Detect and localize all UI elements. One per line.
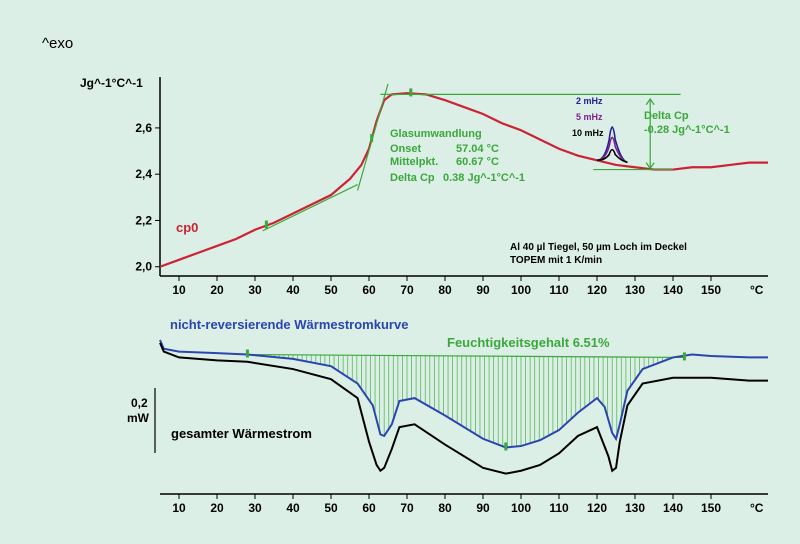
bottom-x-tick-label: 40 <box>286 501 300 515</box>
bottom-x-tick-label: 20 <box>210 501 224 515</box>
top-x-tick-label: 40 <box>286 283 300 297</box>
top-x-ticks: 10 20 30 40 50 60 70 80 90 100 110 120 130 140 150 <box>172 276 721 297</box>
tangent-glassy <box>262 184 358 232</box>
top-x-tick-label: 50 <box>324 283 338 297</box>
measurement-info: Al 40 µl Tiegel, 50 µm Loch im Deckel TO… <box>510 242 687 266</box>
bottom-x-tick-label: 30 <box>248 501 262 515</box>
bottom-x-tick-label: 110 <box>549 501 569 515</box>
analysis-marker <box>682 352 686 361</box>
arrow-head-down <box>645 162 655 170</box>
top-y-tick-label: 2,0 <box>135 260 152 274</box>
bottom-x-tick-label: 60 <box>362 501 376 515</box>
top-x-tick-label: 80 <box>438 283 452 297</box>
bottom-series-group <box>159 339 768 475</box>
modulation-peaks <box>596 126 628 164</box>
bottom-x-tick-label: 10 <box>172 501 186 515</box>
arrow-head-up <box>645 97 655 106</box>
bottom-x-tick-label: 70 <box>400 501 414 515</box>
total-heatflow-label: gesamter Wärmestrom <box>171 426 312 441</box>
top-x-tick-label: 10 <box>172 283 186 297</box>
bottom-panel: 10 20 30 40 50 60 70 80 90 100 110 120 130 140 150 °C … <box>127 317 768 515</box>
top-x-tick-label: 70 <box>400 283 414 297</box>
analysis-marker <box>264 220 268 229</box>
info-line-2: TOPEM mit 1 K/min <box>510 255 602 266</box>
analysis-marker <box>245 349 249 358</box>
peak-label-5mhz: 5 mHz <box>576 112 603 122</box>
modulation-peak <box>596 126 628 164</box>
top-panel: Jg^-1°C^-1 2,0 2,2 2,4 2,6 10 20 30 40 50 60 70 80… <box>80 76 768 297</box>
peak-label-10mhz: 10 mHz <box>572 128 604 138</box>
top-y-tick-label: 2,6 <box>135 121 152 135</box>
bottom-x-tick-label: 50 <box>324 501 338 515</box>
total-heatflow-line <box>159 342 768 475</box>
onset-label: Onset <box>390 143 422 155</box>
top-x-unit: °C <box>750 283 764 297</box>
glass-transition-title: Glasumwandlung <box>390 128 482 140</box>
top-x-tick-label: 60 <box>362 283 376 297</box>
midpoint-label: Mittelpkt. <box>390 156 438 168</box>
delta-cp2-title: Delta Cp <box>644 110 689 122</box>
top-y-ticks: 2,0 2,2 2,4 2,6 <box>135 121 160 274</box>
delta-cp-value: 0.38 Jg^-1°C^-1 <box>443 172 525 184</box>
top-x-tick-label: 20 <box>210 283 224 297</box>
glass-transition-annotation: Glasumwandlung Onset 57.04 °C Mittelpkt.… <box>390 110 730 184</box>
bottom-x-unit: °C <box>750 501 764 515</box>
delta-cp-label: Delta Cp <box>390 172 435 184</box>
exo-label: ^exo <box>42 35 73 52</box>
top-series-group <box>159 83 768 268</box>
bottom-x-tick-label: 80 <box>438 501 452 515</box>
bottom-x-tick-label: 100 <box>511 501 531 515</box>
top-x-tick-label: 120 <box>587 283 607 297</box>
nonreversing-label: nicht-reversierende Wärmestromkurve <box>170 317 408 332</box>
analysis-marker <box>370 134 374 143</box>
moisture-label: Feuchtigkeitsgehalt 6.51% <box>447 335 610 350</box>
bottom-x-tick-label: 150 <box>701 501 721 515</box>
bottom-x-tick-label: 120 <box>587 501 607 515</box>
bottom-x-ticks: 10 20 30 40 50 60 70 80 90 100 110 120 130 140 150 <box>172 494 721 515</box>
top-x-tick-label: 130 <box>625 283 645 297</box>
top-x-tick-label: 30 <box>248 283 262 297</box>
analysis-marker <box>409 88 413 97</box>
onset-value: 57.04 °C <box>456 143 499 155</box>
midpoint-value: 60.67 °C <box>456 156 499 168</box>
cp0-label: cp0 <box>176 220 198 235</box>
top-x-tick-label: 110 <box>549 283 569 297</box>
top-x-tick-label: 90 <box>476 283 490 297</box>
analysis-marker <box>504 442 508 451</box>
top-x-tick-label: 150 <box>701 283 721 297</box>
top-x-tick-label: 140 <box>663 283 683 297</box>
bottom-x-tick-label: 90 <box>476 501 490 515</box>
top-y-tick-label: 2,4 <box>135 167 152 181</box>
modulation-peak <box>596 148 628 164</box>
scale-value: 0,2 <box>131 396 148 410</box>
top-x-tick-label: 100 <box>511 283 531 297</box>
delta-cp2-value: -0.28 Jg^-1°C^-1 <box>644 124 730 136</box>
scale-unit: mW <box>127 411 150 425</box>
top-y-label: Jg^-1°C^-1 <box>80 76 143 90</box>
bottom-x-tick-label: 140 <box>663 501 683 515</box>
moisture-hatch-area <box>247 353 685 448</box>
top-y-tick-label: 2,2 <box>135 213 152 227</box>
bottom-x-tick-label: 130 <box>625 501 645 515</box>
moisture-baseline <box>247 353 685 359</box>
peak-label-2mhz: 2 mHz <box>576 96 603 106</box>
info-line-1: Al 40 µl Tiegel, 50 µm Loch im Deckel <box>510 242 687 253</box>
modulation-peak <box>596 136 628 164</box>
